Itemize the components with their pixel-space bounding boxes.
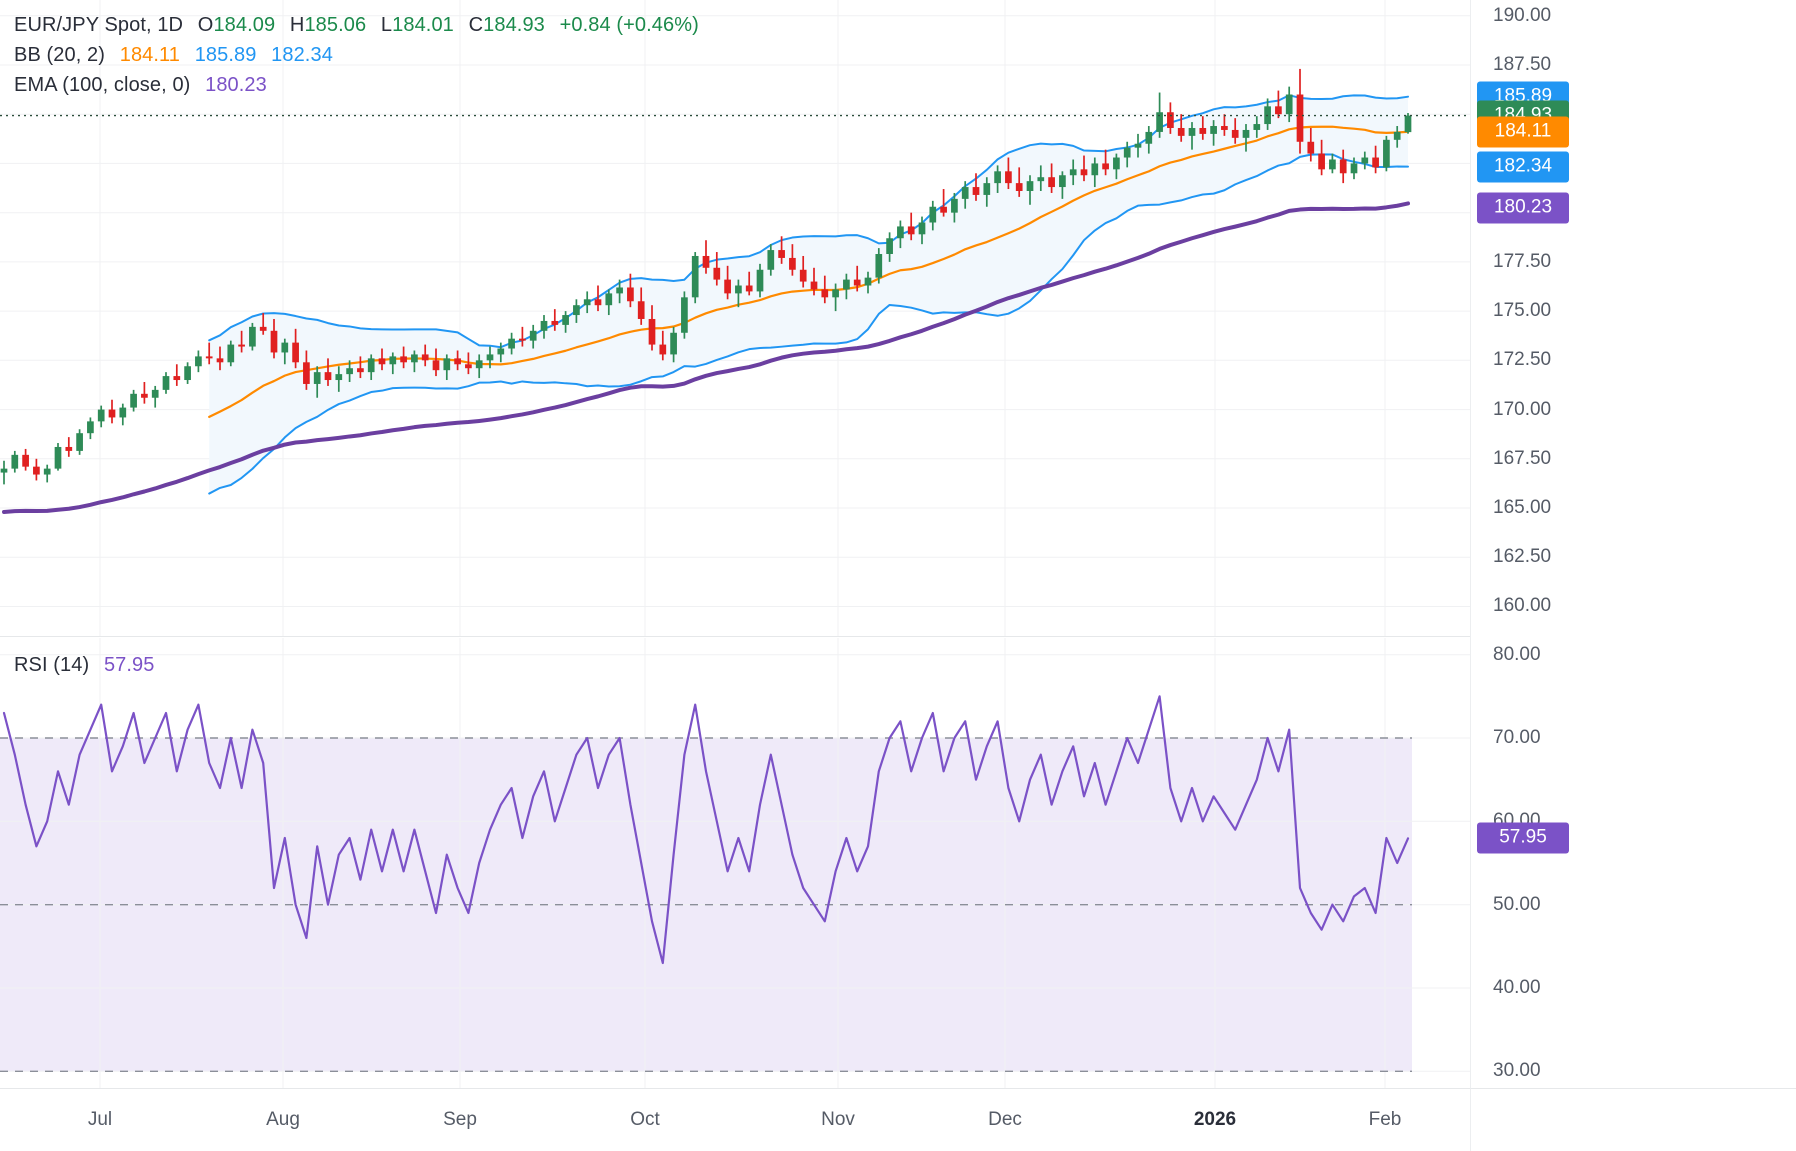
- axis-corner: [1470, 1088, 1796, 1151]
- time-tick-aug: Aug: [266, 1109, 300, 1130]
- rsi-series-canvas: [0, 638, 1470, 1088]
- price-tick-label: 172.50: [1493, 349, 1552, 371]
- price-series-canvas: [0, 0, 1470, 636]
- time-tick-oct: Oct: [630, 1109, 660, 1130]
- price-tick-label: 175.00: [1493, 300, 1552, 322]
- rsi-tick-label: 70.00: [1493, 727, 1541, 748]
- rsi-plot[interactable]: [0, 638, 1470, 1088]
- price-tag-bb-basis[interactable]: 184.11: [1477, 116, 1569, 148]
- price-axis[interactable]: 190.00187.50185.00182.50180.00177.50175.…: [1470, 0, 1796, 1088]
- time-tick-feb: Feb: [1368, 1109, 1402, 1130]
- price-pane[interactable]: EUR/JPY Spot, 1D O184.09 H185.06 L184.01…: [0, 0, 1470, 636]
- price-tick-label: 160.00: [1493, 595, 1552, 617]
- price-tag-ema-100[interactable]: 180.23: [1477, 192, 1569, 224]
- time-tick-dec: Dec: [988, 1109, 1022, 1130]
- price-tick-label: 190.00: [1493, 4, 1552, 26]
- price-tick-label: 177.50: [1493, 250, 1552, 272]
- rsi-tick-label: 40.00: [1493, 977, 1541, 998]
- price-tag-bb-lower[interactable]: 182.34: [1477, 151, 1569, 183]
- rsi-tag-rsi[interactable]: 57.95: [1477, 822, 1569, 854]
- time-tick-jul: Jul: [87, 1109, 113, 1130]
- time-tick-sep: Sep: [443, 1109, 477, 1130]
- pane-divider: [0, 636, 1796, 637]
- price-tick-label: 162.50: [1493, 546, 1552, 568]
- rsi-tick-label: 30.00: [1493, 1060, 1541, 1082]
- price-plot[interactable]: [0, 0, 1470, 636]
- time-axis[interactable]: Jul Aug Sep Oct Nov Dec 2026 Feb: [0, 1088, 1470, 1151]
- price-tick-label: 187.50: [1493, 53, 1552, 75]
- rsi-pane[interactable]: RSI (14) 57.95: [0, 638, 1470, 1088]
- price-tick-label: 167.50: [1493, 447, 1552, 469]
- rsi-tick-label: 80.00: [1493, 643, 1541, 665]
- time-tick-2026: 2026: [1193, 1109, 1237, 1130]
- price-tick-label: 170.00: [1493, 398, 1552, 420]
- time-tick-nov: Nov: [821, 1109, 855, 1130]
- price-tick-label: 165.00: [1493, 497, 1552, 518]
- rsi-tick-label: 50.00: [1493, 893, 1541, 915]
